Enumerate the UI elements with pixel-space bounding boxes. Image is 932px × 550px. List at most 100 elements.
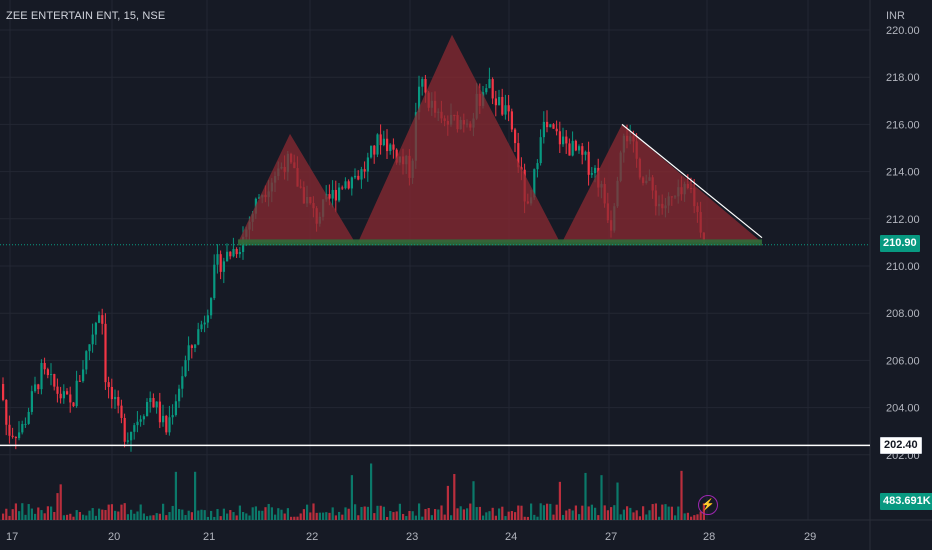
volume-bar	[680, 470, 683, 520]
volume-bar	[395, 511, 398, 520]
volume-bar	[590, 504, 593, 520]
candle-body	[126, 440, 129, 442]
volume-bar	[155, 513, 158, 520]
candle-body	[85, 351, 88, 370]
candle-body	[94, 322, 97, 335]
candlesticks	[2, 67, 705, 452]
candle-body	[578, 146, 581, 151]
candle-body	[379, 134, 382, 146]
volume-bar	[158, 513, 161, 520]
candle-body	[222, 261, 225, 272]
volume-bar	[136, 511, 139, 520]
volume-bar	[354, 504, 357, 520]
candle-body	[165, 415, 168, 433]
y-tick-label: 220.00	[886, 25, 920, 37]
symbol-title[interactable]: ZEE ENTERTAIN ENT, 15, NSE	[6, 10, 166, 22]
candle-body	[136, 421, 139, 426]
volume-bar	[594, 507, 597, 520]
candle-body	[498, 96, 501, 106]
volume-bar	[142, 513, 145, 520]
volume-bar	[530, 503, 533, 520]
volume-bar	[565, 510, 568, 520]
volume-bar	[610, 507, 613, 520]
candle-body	[190, 345, 193, 348]
volume-bar	[322, 512, 325, 520]
volume-bar	[654, 503, 657, 520]
volume-bar	[14, 503, 17, 520]
volume-bar	[238, 505, 241, 520]
lightning-icon[interactable]: ⚡	[698, 495, 718, 515]
candle-body	[171, 415, 174, 418]
volume-bar	[235, 515, 238, 520]
volume-bar	[24, 514, 27, 520]
volume-bar	[187, 510, 190, 520]
candle-body	[69, 394, 72, 403]
volume-bar	[430, 515, 433, 520]
volume-bar	[389, 510, 392, 520]
candle-body	[507, 105, 510, 112]
triple-top-pattern	[238, 34, 762, 246]
volume-bar	[293, 516, 296, 520]
candle-body	[395, 149, 398, 163]
candle-body	[350, 177, 353, 189]
candle-body	[590, 173, 593, 175]
candle-body	[504, 105, 507, 115]
pattern-triangle	[562, 124, 762, 243]
volume-bar	[411, 511, 414, 520]
candle-body	[78, 380, 81, 382]
volume-bar	[686, 512, 689, 520]
volume-bar	[139, 504, 142, 520]
x-tick-label: 28	[703, 531, 715, 543]
volume-bar	[216, 509, 219, 520]
volume-bar	[536, 516, 539, 520]
volume-bar	[184, 515, 187, 520]
volume-bar	[274, 514, 277, 520]
candle-body	[229, 251, 232, 257]
candle-body	[88, 344, 91, 352]
volume-bar	[414, 515, 417, 520]
volume-bar	[133, 513, 136, 520]
volume-bar	[75, 510, 78, 520]
volume-bar	[562, 514, 565, 520]
candle-body	[162, 415, 165, 423]
candle-body	[40, 363, 43, 390]
volume-bar	[43, 513, 46, 520]
volume-bar	[40, 510, 43, 520]
y-tick-label: 218.00	[886, 72, 920, 84]
x-tick-label: 22	[306, 531, 318, 543]
volume-bar	[34, 513, 37, 520]
volume-bar	[373, 513, 376, 520]
volume-tag: 483.691K	[880, 493, 932, 510]
volume-bar	[421, 516, 424, 520]
volume-bar	[405, 516, 408, 520]
volume-bar	[120, 504, 123, 520]
candle-body	[56, 386, 59, 394]
volume-bar	[165, 515, 168, 520]
candle-body	[517, 143, 520, 168]
candle-body	[370, 145, 373, 158]
candle-body	[110, 386, 113, 400]
volume-bar	[478, 506, 481, 520]
candle-body	[366, 157, 369, 172]
volume-bar	[258, 510, 261, 520]
volume-bar	[328, 512, 331, 520]
volume-bar	[168, 512, 171, 520]
candle-body	[494, 98, 497, 106]
volume-bar	[699, 511, 702, 520]
candle-body	[354, 175, 357, 178]
volume-bar	[206, 516, 209, 520]
candle-body	[341, 187, 344, 189]
volume-bar	[485, 512, 488, 520]
volume-bar	[629, 507, 632, 520]
time-axis[interactable]: 17 20 21 22 23 24 27 28 29	[6, 531, 816, 543]
volume-bar	[213, 516, 216, 520]
candle-body	[558, 131, 561, 145]
candle-body	[46, 369, 49, 376]
candle-body	[392, 144, 395, 150]
candle-body	[184, 360, 187, 377]
candle-body	[565, 136, 568, 144]
candle-body	[11, 435, 14, 437]
candle-body	[587, 151, 590, 175]
candle-body	[347, 181, 350, 189]
